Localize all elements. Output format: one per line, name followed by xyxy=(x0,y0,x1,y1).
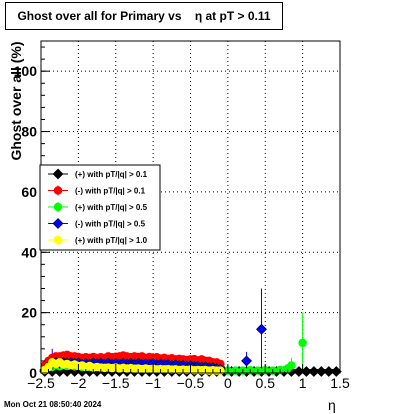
data-point xyxy=(287,361,296,370)
legend-marker xyxy=(52,218,64,229)
x-tick-label: −1 xyxy=(145,375,161,391)
y-tick-label: 80 xyxy=(21,124,37,140)
legend-label: (-) with pT/|q| > 0.1 xyxy=(75,187,146,196)
legend-label: (+) with pT/|q| > 0.1 xyxy=(75,170,148,179)
legend-marker xyxy=(53,186,63,195)
x-tick-label: −0.5 xyxy=(177,375,205,391)
legend-marker xyxy=(53,202,63,212)
y-tick-label: 40 xyxy=(21,244,37,260)
y-axis-label: Ghost over all (%) xyxy=(8,41,24,161)
data-points xyxy=(39,323,342,377)
legend-label: (+) with pT/|q| > 0.5 xyxy=(75,203,148,212)
x-tick-label: −2 xyxy=(70,375,86,391)
chart-title: Ghost over all for Primary vs η at pT > … xyxy=(17,9,271,23)
y-tick-label: 20 xyxy=(21,305,37,321)
x-tick-label: 1 xyxy=(299,375,307,391)
title-box: Ghost over all for Primary vs η at pT > … xyxy=(5,2,283,30)
legend-label: (+) with pT/|q| > 1.0 xyxy=(75,236,148,245)
legend: (+) with pT/|q| > 0.1 (-) with pT/|q| > 0… xyxy=(39,164,161,251)
timestamp: Mon Oct 21 08:50:40 2024 xyxy=(4,400,102,409)
axes: −2.5 −2 −1.5 −1 −0.5 0 0.5 1 1.5 0 20 40 60 80 100 xyxy=(14,46,350,391)
x-tick-label: 1.5 xyxy=(330,375,350,391)
y-tick-label: 0 xyxy=(29,365,37,381)
x-tick-label: 0.5 xyxy=(256,375,276,391)
legend-marker xyxy=(53,235,63,245)
x-axis-label: η xyxy=(328,397,336,413)
data-point xyxy=(256,323,267,335)
data-point xyxy=(298,338,307,348)
x-tick-label: 0 xyxy=(224,375,232,391)
legend-label: (-) with pT/|q| > 0.5 xyxy=(75,220,146,229)
x-tick-label: −2.5 xyxy=(27,375,55,391)
x-tick-label: −1.5 xyxy=(102,375,130,391)
legend-marker xyxy=(52,168,64,180)
y-tick-label: 100 xyxy=(14,63,38,79)
data-point xyxy=(241,355,252,367)
y-tick-label: 60 xyxy=(21,184,37,200)
